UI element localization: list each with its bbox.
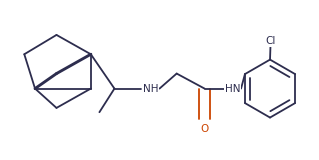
Text: O: O [200,124,209,134]
Text: NH: NH [143,84,159,94]
Text: Cl: Cl [265,36,276,46]
Text: HN: HN [225,84,240,94]
